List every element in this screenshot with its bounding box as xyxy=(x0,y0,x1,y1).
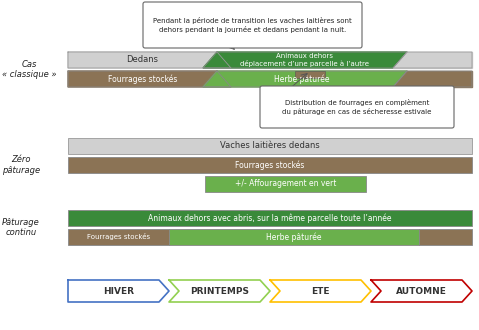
Polygon shape xyxy=(371,280,472,302)
FancyBboxPatch shape xyxy=(143,2,362,48)
Polygon shape xyxy=(68,71,231,87)
Polygon shape xyxy=(169,280,270,302)
Bar xyxy=(419,229,472,245)
FancyBboxPatch shape xyxy=(260,86,454,128)
Text: Pâturage
continu: Pâturage continu xyxy=(2,218,40,237)
Text: Herbe pâturée: Herbe pâturée xyxy=(274,74,330,84)
Text: Vaches laitières dedans: Vaches laitières dedans xyxy=(220,142,320,150)
Polygon shape xyxy=(393,71,472,87)
Polygon shape xyxy=(203,71,407,87)
Text: Cas
« classique »: Cas « classique » xyxy=(2,60,57,79)
Bar xyxy=(205,176,366,192)
Bar xyxy=(68,210,472,226)
Text: PRINTEMPS: PRINTEMPS xyxy=(190,286,249,295)
Text: Animaux dehors
déplacement d’une parcelle à l’autre: Animaux dehors déplacement d’une parcell… xyxy=(240,53,369,67)
Text: ETE: ETE xyxy=(311,286,330,295)
Bar xyxy=(68,157,472,173)
Text: Fourrages stockés: Fourrages stockés xyxy=(87,234,150,241)
Text: AUTOMNE: AUTOMNE xyxy=(396,286,447,295)
Text: Herbe pâturée: Herbe pâturée xyxy=(266,232,322,242)
Bar xyxy=(169,229,419,245)
Polygon shape xyxy=(203,52,407,68)
Text: Animaux dehors avec abris, sur la même parcelle toute l’année: Animaux dehors avec abris, sur la même p… xyxy=(148,213,392,223)
Text: Pendant la période de transition les vaches laitières sont
dehors pendant la jou: Pendant la période de transition les vac… xyxy=(153,17,352,33)
Text: Fourrages stockés: Fourrages stockés xyxy=(235,160,305,170)
Bar xyxy=(68,138,472,154)
Polygon shape xyxy=(270,280,371,302)
Polygon shape xyxy=(68,52,231,68)
Text: Fourrages stockés: Fourrages stockés xyxy=(108,74,177,84)
Text: Dedans: Dedans xyxy=(126,55,159,64)
Polygon shape xyxy=(68,280,169,302)
Text: Zéro
pâturage: Zéro pâturage xyxy=(2,155,40,175)
Bar xyxy=(68,229,169,245)
Text: +/- Affouragement en vert: +/- Affouragement en vert xyxy=(235,180,336,188)
Text: Distribution de fourrages en complèment
du pâturage en cas de sécheresse estival: Distribution de fourrages en complèment … xyxy=(282,99,432,115)
Text: HIVER: HIVER xyxy=(103,286,134,295)
Polygon shape xyxy=(393,52,472,68)
Bar xyxy=(295,71,325,78)
